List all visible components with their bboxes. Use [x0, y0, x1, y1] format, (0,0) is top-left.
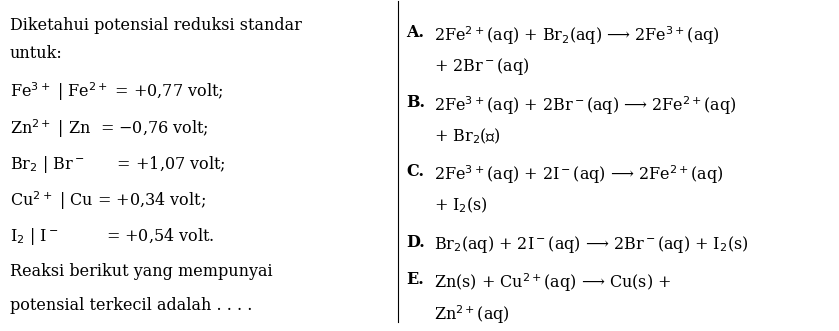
Text: Zn$^{2+}$(aq): Zn$^{2+}$(aq)	[434, 303, 510, 326]
Text: Diketahui potensial reduksi standar: Diketahui potensial reduksi standar	[10, 18, 301, 34]
Text: I$_2$ | I$^-$         = +0,54 volt.: I$_2$ | I$^-$ = +0,54 volt.	[10, 226, 214, 247]
Text: potensial terkecil adalah . . . .: potensial terkecil adalah . . . .	[10, 297, 252, 313]
Text: + I$_2$(s): + I$_2$(s)	[434, 196, 488, 215]
Text: 2Fe$^{3+}$(aq) + 2I$^-$(aq) ⟶ 2Fe$^{2+}$(aq): 2Fe$^{3+}$(aq) + 2I$^-$(aq) ⟶ 2Fe$^{2+}$…	[434, 164, 723, 186]
Text: Br$_2$(aq) + 2I$^-$(aq) ⟶ 2Br$^-$(aq) + I$_2$(s): Br$_2$(aq) + 2I$^-$(aq) ⟶ 2Br$^-$(aq) + …	[434, 234, 748, 255]
Text: Cu$^{2+}$ | Cu = +0,34 volt;: Cu$^{2+}$ | Cu = +0,34 volt;	[10, 189, 206, 212]
Text: + 2Br$^-$(aq): + 2Br$^-$(aq)	[434, 56, 529, 77]
Text: Reaksi berikut yang mempunyai: Reaksi berikut yang mempunyai	[10, 263, 273, 280]
Text: + Br$_2$(ℓ): + Br$_2$(ℓ)	[434, 126, 501, 146]
Text: Fe$^{3+}$ | Fe$^{2+}$ = +0,77 volt;: Fe$^{3+}$ | Fe$^{2+}$ = +0,77 volt;	[10, 80, 223, 103]
Text: D.: D.	[406, 234, 425, 251]
Text: E.: E.	[406, 271, 425, 288]
Text: Br$_2$ | Br$^-$      = +1,07 volt;: Br$_2$ | Br$^-$ = +1,07 volt;	[10, 154, 226, 175]
Text: 2Fe$^{2+}$(aq) + Br$_2$(aq) ⟶ 2Fe$^{3+}$(aq): 2Fe$^{2+}$(aq) + Br$_2$(aq) ⟶ 2Fe$^{3+}$…	[434, 24, 720, 47]
Text: untuk:: untuk:	[10, 45, 62, 62]
Text: B.: B.	[406, 94, 425, 112]
Text: Zn(s) + Cu$^{2+}$(aq) ⟶ Cu(s) +: Zn(s) + Cu$^{2+}$(aq) ⟶ Cu(s) +	[434, 271, 671, 294]
Text: 2Fe$^{3+}$(aq) + 2Br$^-$(aq) ⟶ 2Fe$^{2+}$(aq): 2Fe$^{3+}$(aq) + 2Br$^-$(aq) ⟶ 2Fe$^{2+}…	[434, 94, 737, 117]
Text: A.: A.	[406, 24, 425, 41]
Text: C.: C.	[406, 164, 425, 180]
Text: Zn$^{2+}$ | Zn  = −0,76 volt;: Zn$^{2+}$ | Zn = −0,76 volt;	[10, 117, 209, 140]
